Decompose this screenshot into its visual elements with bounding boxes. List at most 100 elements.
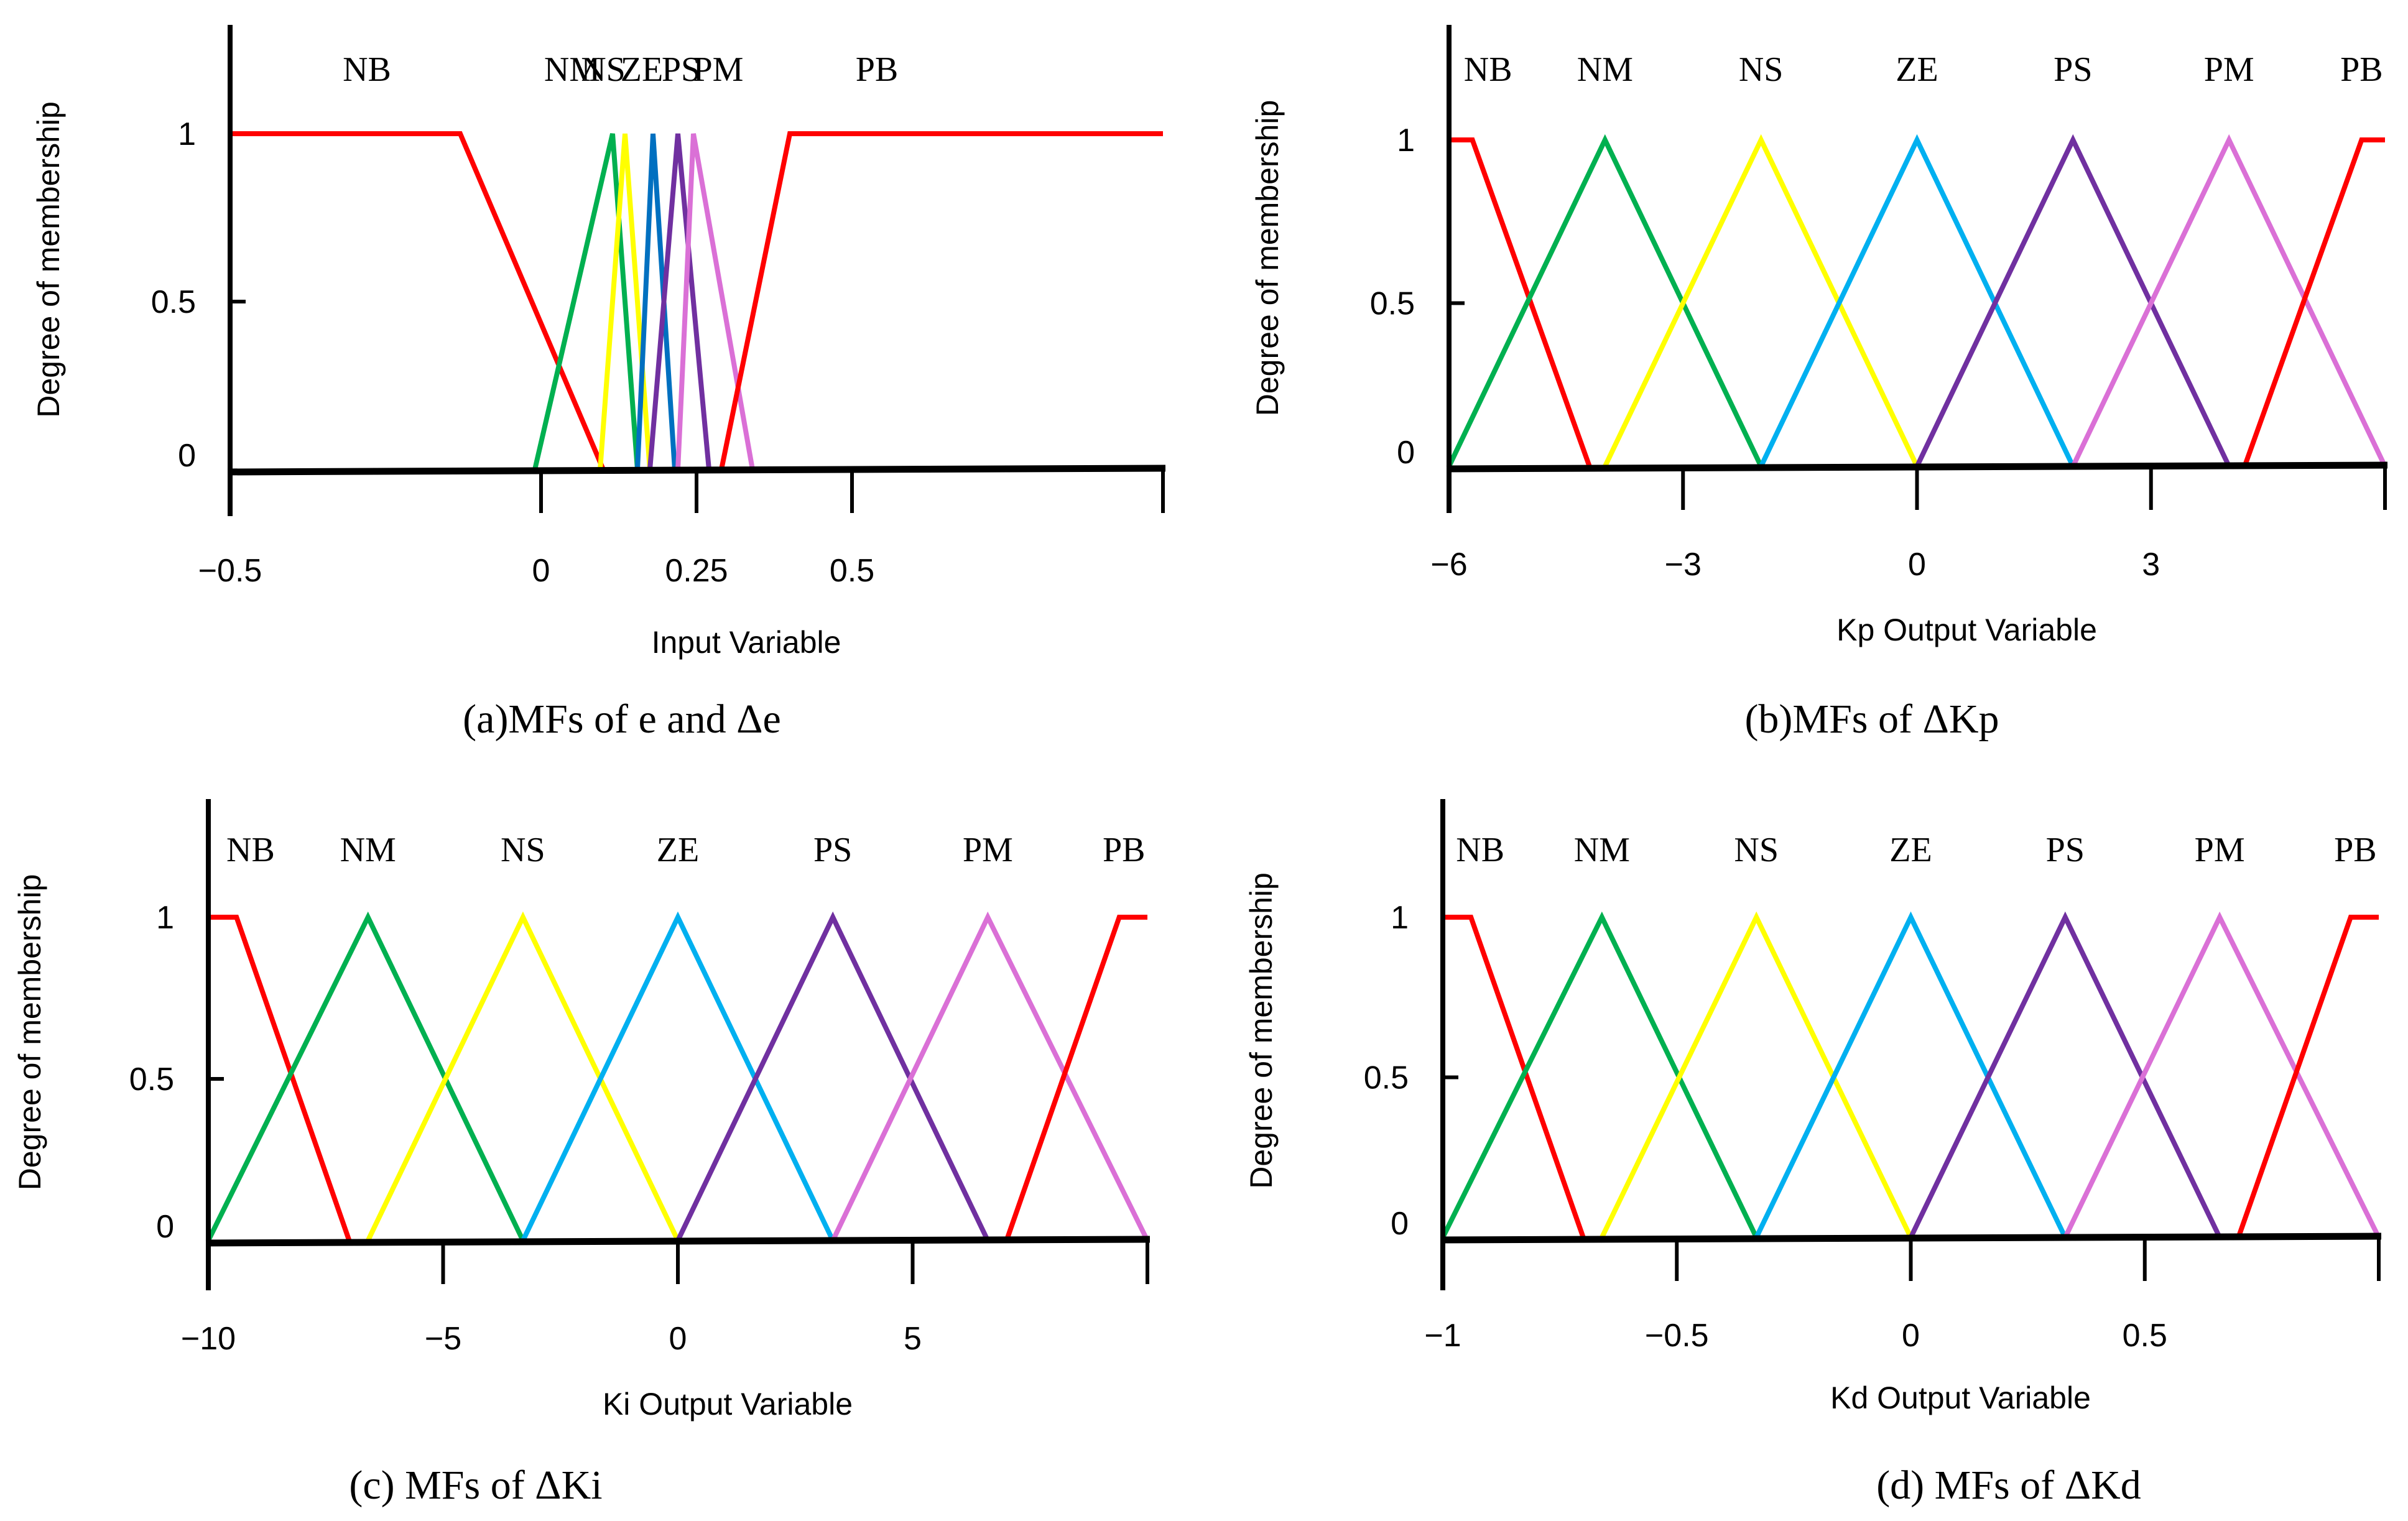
mf-series-nb <box>1449 137 1592 468</box>
mf-series-pb <box>719 131 1163 470</box>
figure-caption: (d) MFs of ΔKd <box>1876 1463 2141 1508</box>
mf-label-ps: PS <box>813 831 852 869</box>
mf-label-pb: PB <box>2340 50 2383 89</box>
mf-series-pb <box>2242 137 2385 468</box>
mf-series-ps <box>1908 911 2222 1239</box>
mf-label-nm: NM <box>544 50 600 89</box>
mf-series-ze <box>635 133 677 470</box>
y-axis-title: Degree of membership <box>12 874 47 1191</box>
mf-series-ze <box>1759 134 2075 468</box>
x-axis-title: Kd Output Variable <box>1830 1380 2091 1415</box>
x-tick-label: −1 <box>1424 1318 1461 1354</box>
mf-label-pm: PM <box>2204 50 2254 89</box>
mf-series-pb <box>2236 915 2379 1239</box>
y-tick-label: 0.5 <box>129 1061 174 1098</box>
mf-label-nb: NB <box>343 50 391 89</box>
y-tick-label: 0.5 <box>151 284 196 320</box>
y-tick-label: 1 <box>1391 900 1409 936</box>
x-tick-label: −10 <box>181 1321 236 1357</box>
mf-series-nm <box>1447 134 1764 468</box>
y-tick-label: 0.5 <box>1364 1060 1409 1096</box>
y-tick-label: 0 <box>1391 1206 1409 1242</box>
mf-series-nm <box>1440 911 1759 1239</box>
mf-series-ze <box>521 911 835 1242</box>
figure-caption: (c) MFs of ΔKi <box>349 1463 602 1508</box>
x-tick-label: 0.25 <box>665 553 728 589</box>
mf-label-pm: PM <box>693 50 744 89</box>
x-tick-label: 5 <box>904 1321 922 1357</box>
x-tick-label: −3 <box>1665 547 1702 583</box>
x-axis-title: Kp Output Variable <box>1836 613 2097 647</box>
x-tick-label: 0.5 <box>830 553 874 589</box>
mf-label-ps: PS <box>2054 50 2092 89</box>
mf-label-pb: PB <box>856 50 899 89</box>
mf-chart-3: −10 −5 0 5 0 0.5 1 NB NM NS ZE PS PM PB Degree of memb… <box>12 799 1151 1508</box>
x-tick-label: −0.5 <box>1645 1318 1709 1354</box>
mf-label-nb: NB <box>1464 50 1512 89</box>
mf-series-nb <box>230 131 606 471</box>
mf-label-pb: PB <box>2334 831 2377 869</box>
mf-series-pb <box>1004 915 1147 1242</box>
mf-label-ze: ZE <box>621 50 663 89</box>
x-tick-label: 0 <box>1908 547 1926 583</box>
y-tick-label: 0 <box>178 438 196 474</box>
mf-series-ps <box>675 911 990 1242</box>
mf-series-pm <box>830 911 1150 1242</box>
y-tick-label: 0 <box>1397 435 1415 471</box>
mf-series-ze <box>1754 911 2068 1239</box>
mf-label-ps: PS <box>2046 831 2085 869</box>
mf-label-nm: NM <box>1577 50 1633 89</box>
mf-label-nm: NM <box>1574 831 1630 869</box>
mf-label-ze: ZE <box>1896 50 1938 89</box>
mf-label-nm: NM <box>340 831 396 869</box>
x-tick-label: −0.5 <box>198 553 262 589</box>
y-tick-label: 1 <box>1397 123 1415 159</box>
x-tick-label: 0.5 <box>2123 1318 2167 1354</box>
mf-series-ps <box>647 133 711 470</box>
x-axis-title: Input Variable <box>652 625 841 660</box>
y-axis-title: Degree of membership <box>1250 100 1285 417</box>
mf-label-ns: NS <box>581 50 626 89</box>
x-tick-label: 3 <box>2142 547 2160 583</box>
mf-label-pm: PM <box>963 831 1013 869</box>
mf-series-nm <box>206 911 526 1242</box>
x-tick-label: 0 <box>669 1321 687 1357</box>
y-tick-label: 0.5 <box>1370 286 1415 322</box>
mf-series-ns <box>1600 911 1914 1239</box>
y-tick-label: 1 <box>156 900 174 936</box>
mf-label-ns: NS <box>501 831 545 869</box>
mf-series-pm <box>675 133 755 470</box>
mf-label-nb: NB <box>226 831 275 869</box>
mf-label-ze: ZE <box>1889 831 1932 869</box>
mf-label-ps: PS <box>662 50 700 89</box>
mf-label-pm: PM <box>2195 831 2245 869</box>
mf-series-nb <box>1443 915 1586 1239</box>
mf-series-ns <box>366 911 680 1242</box>
mf-series-nm <box>532 133 640 470</box>
y-tick-label: 0 <box>156 1209 174 1245</box>
x-axis-title: Ki Output Variable <box>603 1387 853 1422</box>
x-tick-label: −5 <box>425 1321 461 1357</box>
mf-label-pb: PB <box>1103 831 1146 869</box>
mf-label-nb: NB <box>1456 831 1504 869</box>
figure-caption: (b)MFs of ΔKp <box>1744 696 1999 742</box>
mf-series-nb <box>208 915 352 1242</box>
mf-series-ps <box>1914 134 2231 468</box>
x-tick-label: −6 <box>1430 547 1467 583</box>
y-tick-label: 1 <box>178 116 196 152</box>
mf-series-pm <box>2070 134 2387 468</box>
y-axis-title: Degree of membership <box>31 101 66 418</box>
mf-series-ns <box>1603 134 1920 468</box>
mf-chart-4: −1 −0.5 0 0.5 0 0.5 1 NB NM NS ZE PS PM PB Degree of m… <box>1244 799 2382 1508</box>
mf-label-ns: NS <box>1739 50 1784 89</box>
x-tick-label: 0 <box>1902 1318 1920 1354</box>
x-tick-label: 0 <box>532 553 550 589</box>
mf-series-pm <box>2063 911 2381 1239</box>
y-axis-title: Degree of membership <box>1244 872 1279 1189</box>
mf-label-ns: NS <box>1734 831 1779 869</box>
mf-chart-2: −6 −3 0 3 0 0.5 1 NB NM NS ZE PS PM PB Degree of membe… <box>1250 25 2388 742</box>
mf-label-ze: ZE <box>657 831 699 869</box>
figure-caption: (a)MFs of e and Δe <box>463 696 781 742</box>
